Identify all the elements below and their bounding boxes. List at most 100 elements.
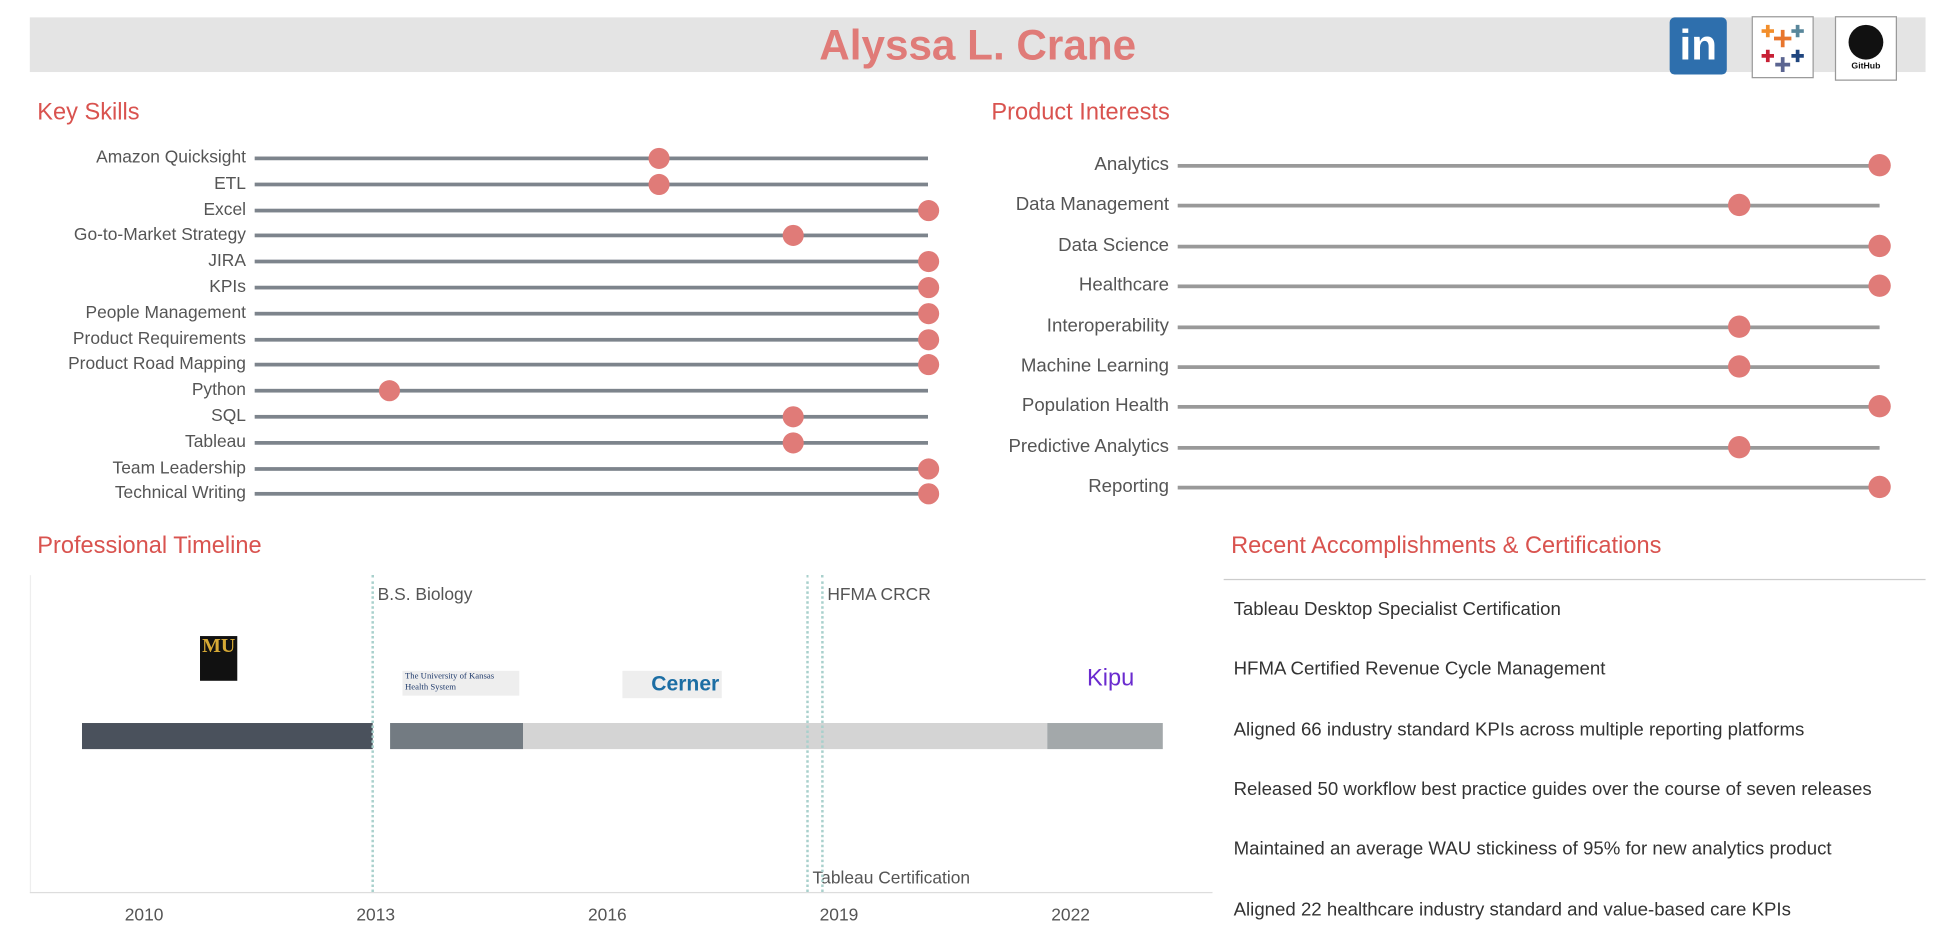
skill-dot[interactable] [782, 432, 804, 454]
employer-logo: The University of Kansas Health System [402, 670, 520, 696]
skill-label: People Management [85, 301, 246, 322]
skill-line [254, 440, 928, 445]
interest-label: Interoperability [1046, 315, 1170, 337]
timeline-bar[interactable] [82, 723, 373, 750]
accomplishments-title: Recent Accomplishments & Certifications [1231, 532, 1662, 560]
x-tick-label: 2022 [1051, 904, 1090, 925]
accomplishment-item: Tableau Desktop Specialist Certification [1233, 598, 1561, 620]
interest-line [1177, 284, 1880, 289]
skill-line [254, 492, 928, 497]
skill-line [254, 156, 928, 161]
skill-dot[interactable] [378, 380, 400, 402]
interest-label: Healthcare [1078, 274, 1170, 296]
interest-label: Reporting [1088, 476, 1170, 498]
interest-line [1177, 365, 1880, 369]
skill-dot[interactable] [782, 406, 804, 428]
interest-dot[interactable] [1728, 315, 1751, 338]
interest-dot[interactable] [1868, 274, 1891, 298]
skill-dot[interactable] [917, 251, 939, 273]
accomplishment-item: Maintained an average WAU stickiness of … [1233, 838, 1832, 860]
x-tick-label: 2019 [819, 904, 859, 925]
github-label: GitHub [1851, 62, 1881, 71]
interest-label: Data Science [1058, 234, 1170, 256]
interest-dot[interactable] [1728, 194, 1751, 217]
linkedin-icon[interactable]: in [1669, 17, 1727, 75]
interest-label: Machine Learning [1020, 355, 1170, 377]
employer-logo: Kipu [1086, 665, 1135, 692]
milestone-label: Tableau Certification [812, 867, 971, 888]
milestone-line [371, 575, 374, 892]
milestone-line [806, 575, 809, 892]
interest-dot[interactable] [1868, 395, 1891, 418]
skill-line [254, 363, 928, 367]
page-title: Alyssa L. Crane [819, 22, 1137, 70]
tableau-icon[interactable] [1751, 16, 1814, 79]
interest-label: Analytics [1094, 154, 1170, 176]
timeline-x-axis [29, 891, 1213, 894]
skill-label: ETL [214, 172, 246, 193]
skill-line [254, 337, 928, 342]
github-icon[interactable]: GitHub [1834, 16, 1897, 81]
interest-label: Data Management [1015, 194, 1170, 216]
skill-dot[interactable] [648, 173, 670, 195]
accomplishment-item: HFMA Certified Revenue Cycle Management [1233, 658, 1606, 680]
accomplishment-item: Released 50 workflow best practice guide… [1233, 778, 1872, 800]
skill-dot[interactable] [648, 147, 670, 169]
skill-label: JIRA [208, 249, 246, 270]
interest-dot[interactable] [1868, 476, 1891, 499]
interest-line [1177, 485, 1880, 490]
skill-label: Excel [203, 198, 246, 219]
x-tick-label: 2013 [356, 904, 396, 925]
x-tick-label: 2016 [587, 904, 627, 925]
skill-line [254, 234, 928, 238]
interest-dot[interactable] [1728, 355, 1751, 378]
skill-dot[interactable] [917, 199, 939, 221]
skill-dot[interactable] [917, 483, 939, 505]
product-interests-title: Product Interests [991, 99, 1170, 126]
header-banner [29, 17, 1926, 73]
timeline-bar[interactable] [1047, 723, 1164, 750]
interest-line [1177, 445, 1880, 450]
github-octocat-icon [1848, 24, 1884, 60]
skill-label: Product Requirements [72, 327, 246, 348]
employer-logo: MU [200, 636, 238, 681]
timeline-bar[interactable] [390, 723, 523, 750]
skill-label: KPIs [209, 275, 246, 296]
skill-label: Product Road Mapping [68, 353, 246, 374]
skill-label: Python [191, 379, 246, 400]
skill-label: SQL [211, 404, 246, 425]
skill-dot[interactable] [917, 302, 939, 324]
milestone-label: B.S. Biology [377, 583, 473, 604]
timeline-title: Professional Timeline [37, 532, 262, 560]
timeline-left-border [29, 575, 32, 892]
interest-line [1177, 204, 1880, 208]
skill-line [254, 182, 928, 187]
skill-line [254, 259, 928, 264]
accomplishment-item: Aligned 22 healthcare industry standard … [1233, 898, 1791, 920]
skill-dot[interactable] [917, 354, 939, 376]
interest-line [1177, 324, 1880, 329]
milestone-label: HFMA CRCR [827, 583, 931, 604]
skill-line [254, 389, 928, 393]
tableau-logo [1761, 24, 1804, 73]
employer-logo: Cerner [622, 670, 722, 699]
skill-dot[interactable] [782, 225, 804, 247]
skill-label: Amazon Quicksight [96, 146, 246, 167]
interest-dot[interactable] [1868, 234, 1891, 257]
interest-line [1177, 163, 1880, 168]
skill-label: Technical Writing [114, 482, 246, 503]
skill-line [254, 466, 928, 471]
accomplishments-divider [1223, 578, 1926, 581]
x-tick-label: 2010 [124, 904, 164, 925]
skill-dot[interactable] [917, 457, 939, 480]
skill-dot[interactable] [917, 277, 939, 299]
interest-label: Population Health [1021, 395, 1170, 417]
skill-line [254, 414, 928, 419]
milestone-line [821, 575, 824, 892]
interest-dot[interactable] [1868, 154, 1891, 177]
key-skills-title: Key Skills [37, 99, 140, 126]
skill-dot[interactable] [917, 328, 939, 350]
interest-dot[interactable] [1728, 435, 1751, 459]
skill-label: Go-to-Market Strategy [73, 224, 246, 244]
timeline-bar[interactable] [522, 723, 1048, 750]
